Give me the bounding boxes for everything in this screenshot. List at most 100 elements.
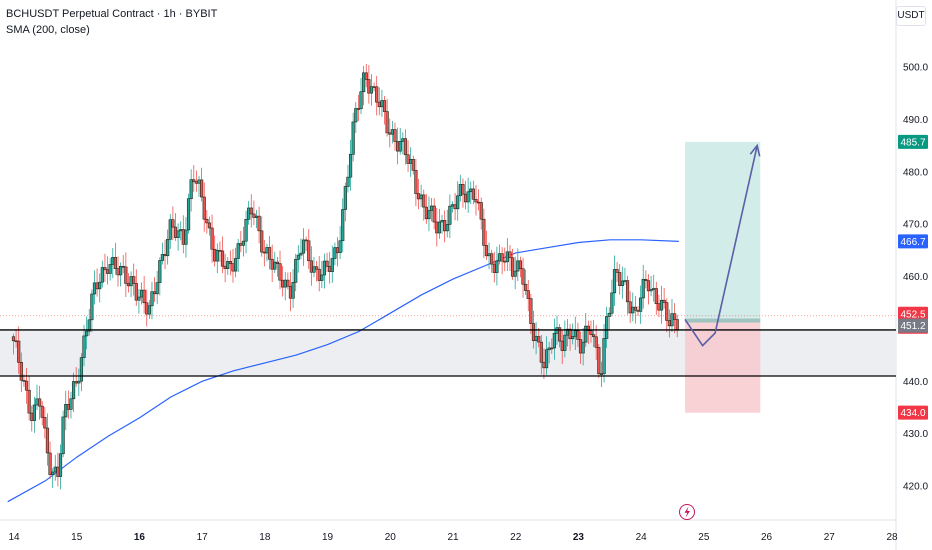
candle-body [393, 129, 397, 142]
candle [254, 209, 259, 229]
candle-body [618, 272, 622, 286]
candle [158, 257, 162, 296]
candle-body [343, 186, 347, 210]
candle [291, 269, 295, 308]
candle-body [388, 132, 392, 135]
candle [257, 206, 261, 244]
candle [539, 334, 543, 375]
candle [351, 112, 355, 162]
candle-body [79, 357, 84, 382]
candle [510, 248, 515, 280]
candle [205, 210, 209, 234]
candle-body [134, 283, 138, 301]
candle-body [560, 340, 564, 351]
candle-body [309, 260, 313, 273]
candle [416, 178, 421, 210]
candle-body [247, 207, 251, 220]
candle [142, 276, 146, 314]
candle [100, 260, 104, 288]
candle [95, 268, 99, 297]
candle-body [74, 381, 78, 384]
candle [414, 158, 418, 207]
indicator-legend[interactable]: SMA (200, close) [6, 24, 90, 36]
candle [662, 287, 666, 309]
candle-body [152, 291, 157, 295]
candle-body [346, 176, 350, 187]
candle [171, 206, 175, 241]
last-price-badge-bg [898, 306, 928, 321]
candle [35, 384, 39, 410]
candle [249, 194, 253, 228]
candle-body [228, 261, 232, 264]
candle-body [497, 253, 502, 262]
candle-body [179, 229, 183, 232]
candle [166, 229, 170, 265]
candle-body [181, 229, 185, 245]
candle [19, 352, 23, 393]
candle [490, 249, 494, 273]
candle-body [294, 259, 298, 283]
candle [286, 272, 290, 290]
candle [320, 260, 324, 288]
candle [348, 139, 353, 191]
candle-body [320, 274, 324, 281]
candle-body [443, 220, 447, 232]
candle [241, 226, 246, 257]
candle-body [416, 193, 421, 200]
candle-body [325, 260, 329, 267]
lightning-event-icon[interactable] [679, 504, 695, 520]
candle-body [61, 416, 65, 455]
candle [252, 200, 256, 226]
candle [77, 368, 81, 396]
candle-body [328, 266, 332, 272]
candle-body [578, 339, 583, 354]
candle-body [215, 249, 219, 262]
candle [98, 273, 102, 303]
last-price-badge: 452.5 [898, 306, 928, 321]
candle [492, 251, 496, 283]
candle-body [665, 302, 669, 321]
candle [181, 215, 185, 254]
x-tick-label: 20 [385, 532, 397, 543]
candle-body [335, 247, 340, 254]
candle-body [356, 108, 361, 110]
x-tick-label: 22 [510, 532, 522, 543]
candle-body [137, 296, 141, 301]
candle-body [662, 299, 666, 303]
candle-body [150, 291, 154, 307]
candle-body [236, 243, 240, 259]
candle-body [414, 169, 418, 194]
candle [333, 242, 337, 266]
candle [27, 376, 31, 421]
candle-body [589, 330, 593, 335]
x-tick-label: 16 [134, 532, 146, 543]
candle-body [98, 281, 102, 290]
candle [322, 253, 327, 289]
candle [369, 74, 374, 106]
candle [299, 238, 303, 260]
candle-body [312, 266, 316, 273]
candle-body [547, 347, 551, 351]
candle [278, 250, 282, 290]
candle-body [244, 219, 248, 242]
candle-body [116, 268, 120, 276]
last-price-badge-text: 452.5 [900, 309, 925, 320]
candle [482, 208, 486, 259]
candle-body [58, 453, 63, 477]
candle-body [516, 260, 520, 272]
candle-body [429, 205, 434, 211]
candle-body [338, 240, 342, 254]
candle [463, 180, 468, 210]
candle-body [301, 239, 306, 254]
candle-body [599, 373, 604, 375]
candle-body [38, 398, 42, 407]
candle-body [202, 196, 206, 220]
candle-body [281, 279, 285, 288]
candle-body [108, 264, 112, 274]
candle-body [610, 292, 614, 314]
candle-body [249, 207, 253, 215]
entry-line [685, 318, 761, 323]
candle [398, 127, 402, 155]
candle [479, 197, 483, 230]
